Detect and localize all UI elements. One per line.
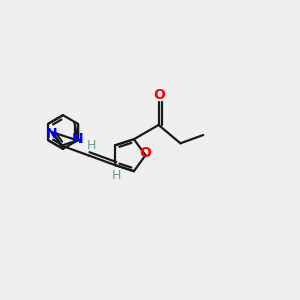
Text: O: O: [140, 146, 152, 161]
Text: H: H: [87, 139, 96, 152]
Text: N: N: [71, 132, 83, 146]
Text: H: H: [112, 169, 121, 182]
Text: O: O: [153, 88, 165, 102]
Text: N: N: [46, 127, 57, 140]
